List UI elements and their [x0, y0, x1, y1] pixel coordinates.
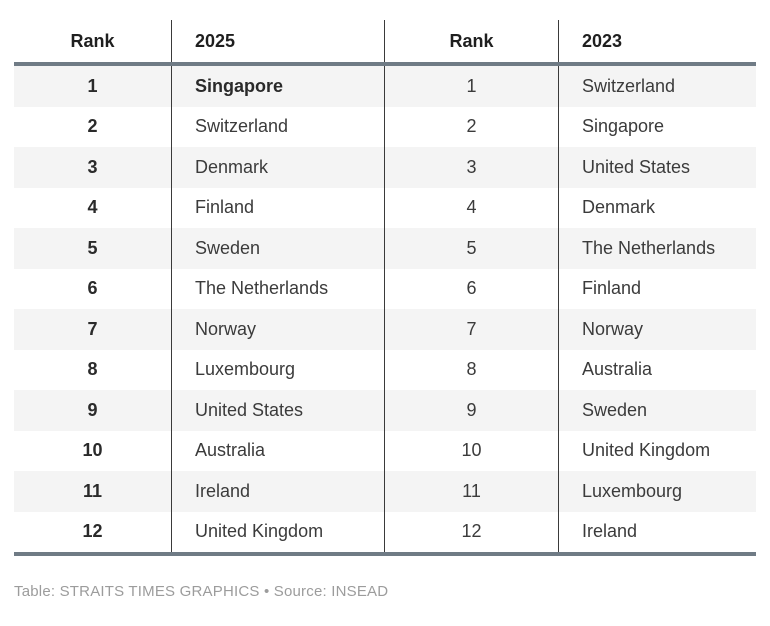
rank-2025-cell: 10 — [14, 430, 172, 471]
rank-2025-cell: 5 — [14, 228, 172, 269]
header-year-2025: 2025 — [172, 20, 385, 62]
country-2025-cell: Ireland — [172, 471, 385, 512]
rank-2023-cell: 8 — [385, 349, 559, 390]
country-2025-cell: United States — [172, 390, 385, 431]
country-2025-cell: United Kingdom — [172, 511, 385, 552]
country-2025-cell: Switzerland — [172, 106, 385, 147]
table-body: 1 Singapore 1 Switzerland 2 Switzerland … — [14, 66, 756, 556]
rank-2025-cell: 7 — [14, 309, 172, 350]
country-2023-cell: United Kingdom — [582, 440, 711, 461]
country-2025-cell: Singapore — [172, 66, 385, 107]
rank-2025-cell: 3 — [14, 147, 172, 188]
header-year-2023: 2023 — [582, 30, 623, 51]
table-row: 5 Sweden 5 The Netherlands — [14, 228, 756, 269]
rank-2025-cell: 8 — [14, 349, 172, 390]
country-2023-cell: Luxembourg — [582, 480, 683, 501]
country-2023-cell: United States — [582, 156, 691, 177]
table-header-row: Rank 2025 Rank 2023 — [14, 20, 756, 66]
table-row: 3 Denmark 3 United States — [14, 147, 756, 188]
rank-2025-cell: 4 — [14, 187, 172, 228]
country-2023-cell: Denmark — [582, 197, 656, 218]
table-row: 9 United States 9 Sweden — [14, 390, 756, 431]
header-rank-2025: Rank — [14, 20, 172, 62]
country-2023-cell: Norway — [582, 318, 644, 339]
rank-2023-cell: 10 — [385, 430, 559, 471]
table-row: 4 Finland 4 Denmark — [14, 187, 756, 228]
country-2023-cell: The Netherlands — [582, 237, 716, 258]
country-2025-cell: Denmark — [172, 147, 385, 188]
table-row: 12 United Kingdom 12 Ireland — [14, 511, 756, 552]
country-2025-cell: Australia — [172, 430, 385, 471]
table-row: 10 Australia 10 United Kingdom — [14, 430, 756, 471]
country-2025-cell: Finland — [172, 187, 385, 228]
table-row: 11 Ireland 11 Luxembourg — [14, 471, 756, 512]
rank-2025-cell: 2 — [14, 106, 172, 147]
rank-2023-cell: 1 — [385, 66, 559, 107]
table-row: 7 Norway 7 Norway — [14, 309, 756, 350]
rank-2023-cell: 11 — [385, 471, 559, 512]
country-2023-cell: Sweden — [582, 399, 648, 420]
rank-2023-cell: 6 — [385, 268, 559, 309]
table-row: 8 Luxembourg 8 Australia — [14, 349, 756, 390]
country-2025-cell: Sweden — [172, 228, 385, 269]
source-credit: Table: STRAITS TIMES GRAPHICS • Source: … — [14, 583, 389, 600]
country-2023-cell: Switzerland — [582, 75, 676, 96]
rank-2025-cell: 1 — [14, 66, 172, 107]
country-2023-cell: Finland — [582, 278, 642, 299]
table-row: 1 Singapore 1 Switzerland — [14, 66, 756, 107]
rank-2025-cell: 6 — [14, 268, 172, 309]
country-2025-cell: Norway — [172, 309, 385, 350]
rank-2023-cell: 4 — [385, 187, 559, 228]
ranking-table: Rank 2025 Rank 2023 1 Singapore 1 Switze… — [14, 20, 756, 556]
country-2025-cell: Luxembourg — [172, 349, 385, 390]
rank-2025-cell: 12 — [14, 511, 172, 552]
country-2023-cell: Australia — [582, 359, 653, 380]
rank-2023-cell: 9 — [385, 390, 559, 431]
rank-2023-cell: 3 — [385, 147, 559, 188]
country-2023-cell: Ireland — [582, 521, 638, 542]
country-2023-cell: Singapore — [582, 116, 665, 137]
rank-2025-cell: 9 — [14, 390, 172, 431]
rank-2025-cell: 11 — [14, 471, 172, 512]
rank-2023-cell: 12 — [385, 511, 559, 552]
rank-2023-cell: 7 — [385, 309, 559, 350]
table-row: 6 The Netherlands 6 Finland — [14, 268, 756, 309]
country-2025-cell: The Netherlands — [172, 268, 385, 309]
table-row: 2 Switzerland 2 Singapore — [14, 106, 756, 147]
rank-2023-cell: 5 — [385, 228, 559, 269]
rank-2023-cell: 2 — [385, 106, 559, 147]
header-rank-2023: Rank — [385, 20, 559, 62]
